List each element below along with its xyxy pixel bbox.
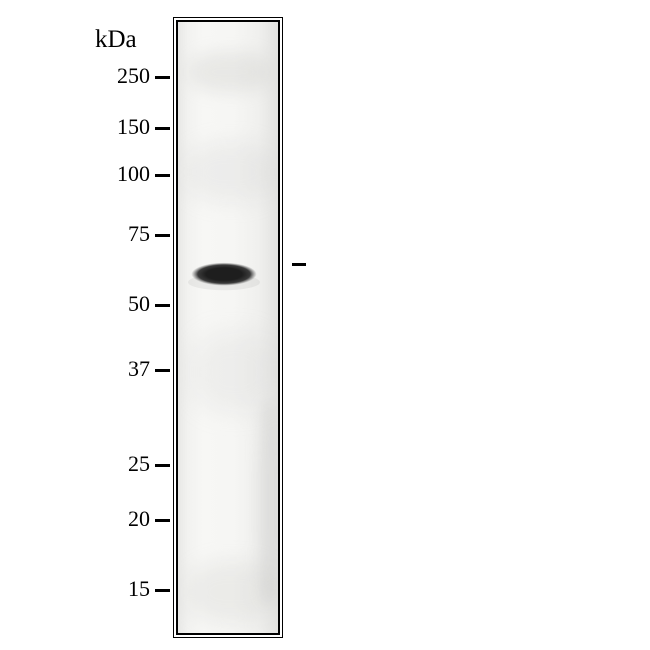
mw-tick: [155, 519, 170, 522]
mw-label: 50: [90, 291, 150, 317]
mw-label: 75: [90, 221, 150, 247]
mw-tick: [155, 304, 170, 307]
mw-label: 150: [90, 114, 150, 140]
mw-tick: [155, 464, 170, 467]
mw-label: 15: [90, 576, 150, 602]
blot-figure: kDa 250 150 100 75 50 37 25 20 15: [0, 0, 650, 650]
mw-label: 37: [90, 356, 150, 382]
mw-tick: [155, 589, 170, 592]
mw-label: 100: [90, 161, 150, 187]
band-marker: [292, 263, 306, 266]
mw-tick: [155, 369, 170, 372]
unit-label: kDa: [95, 26, 137, 54]
mw-label: 25: [90, 451, 150, 477]
mw-tick: [155, 76, 170, 79]
protein-band: [178, 22, 278, 633]
mw-label: 250: [90, 63, 150, 89]
mw-tick: [155, 174, 170, 177]
mw-label: 20: [90, 506, 150, 532]
mw-tick: [155, 127, 170, 130]
mw-tick: [155, 234, 170, 237]
lane: [176, 20, 280, 635]
